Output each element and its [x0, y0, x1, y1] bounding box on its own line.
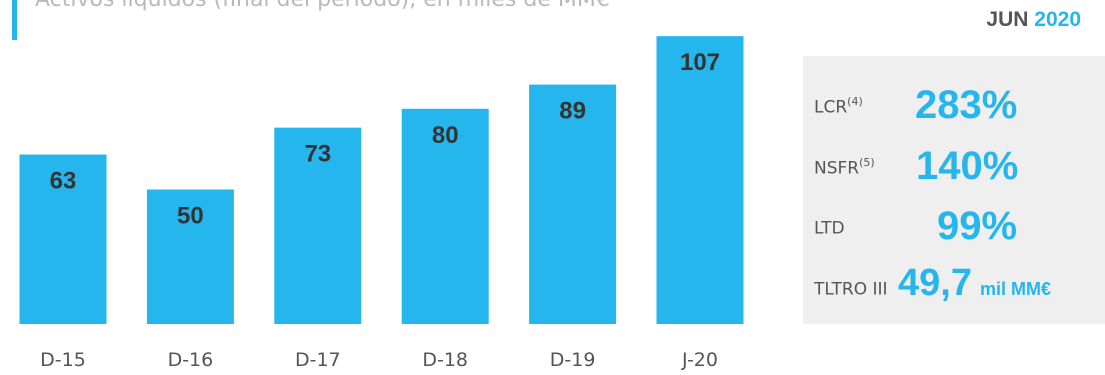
kpi-label-ltd: LTD	[814, 218, 845, 239]
kpi-value-tltro-number: 49,7	[898, 262, 972, 304]
kpi-label-tltro: TLTRO III	[814, 279, 888, 300]
data-label-d-16: 50	[177, 203, 204, 230]
kpi-value-tltro-unit: mil MM€	[979, 279, 1051, 299]
x-tick-d-17: D-17	[295, 349, 341, 371]
data-label-d-18: 80	[432, 122, 459, 149]
x-tick-d-18: D-18	[422, 349, 468, 371]
x-tick-d-19: D-19	[550, 349, 596, 371]
subtitle-accent-bar	[12, 0, 17, 40]
x-tick-d-16: D-16	[168, 349, 214, 371]
kpi-row-ltd: LTD 99%	[803, 196, 1105, 256]
kpi-panel: LCR(4) 283% NSFR(5) 140% LTD 99% TLTRO I…	[803, 56, 1105, 324]
kpi-value-nsfr: 140%	[916, 144, 1019, 188]
bar-chart: 63 D-15 50 D-16 73 D-17 80 D-18 89 D-19 107 J-20	[19, 36, 744, 371]
bar-j-20	[656, 36, 744, 325]
x-tick-d-15: D-15	[40, 349, 86, 371]
period-year: 2020	[1034, 8, 1081, 31]
x-tick-j-20: J-20	[681, 349, 718, 371]
kpi-row-lcr: LCR(4) 283%	[803, 76, 1105, 136]
kpi-value-tltro: 49,7 mil MM€	[898, 262, 1051, 305]
bar-d-16	[146, 189, 234, 324]
bar-d-18	[401, 108, 489, 324]
kpi-label-lcr: LCR(4)	[814, 95, 863, 118]
data-label-d-17: 73	[304, 141, 331, 168]
kpi-row-nsfr: NSFR(5) 140%	[803, 136, 1105, 196]
chart-subtitle: Activos líquidos (final del periodo), en…	[35, 0, 610, 12]
bar-d-19	[529, 84, 617, 324]
kpi-label-nsfr: NSFR(5)	[814, 156, 875, 179]
bar-d-17	[274, 127, 362, 324]
data-label-d-19: 89	[559, 98, 586, 125]
data-label-d-15: 63	[50, 168, 77, 195]
data-label-j-20: 107	[680, 49, 720, 76]
period-month: JUN	[986, 8, 1029, 31]
bar-d-15	[19, 154, 107, 324]
kpi-value-lcr: 283%	[915, 83, 1018, 127]
kpi-row-tltro: TLTRO III 49,7 mil MM€	[803, 252, 1105, 312]
period-header: JUN 2020	[986, 8, 1081, 32]
kpi-value-ltd: 99%	[937, 204, 1018, 248]
